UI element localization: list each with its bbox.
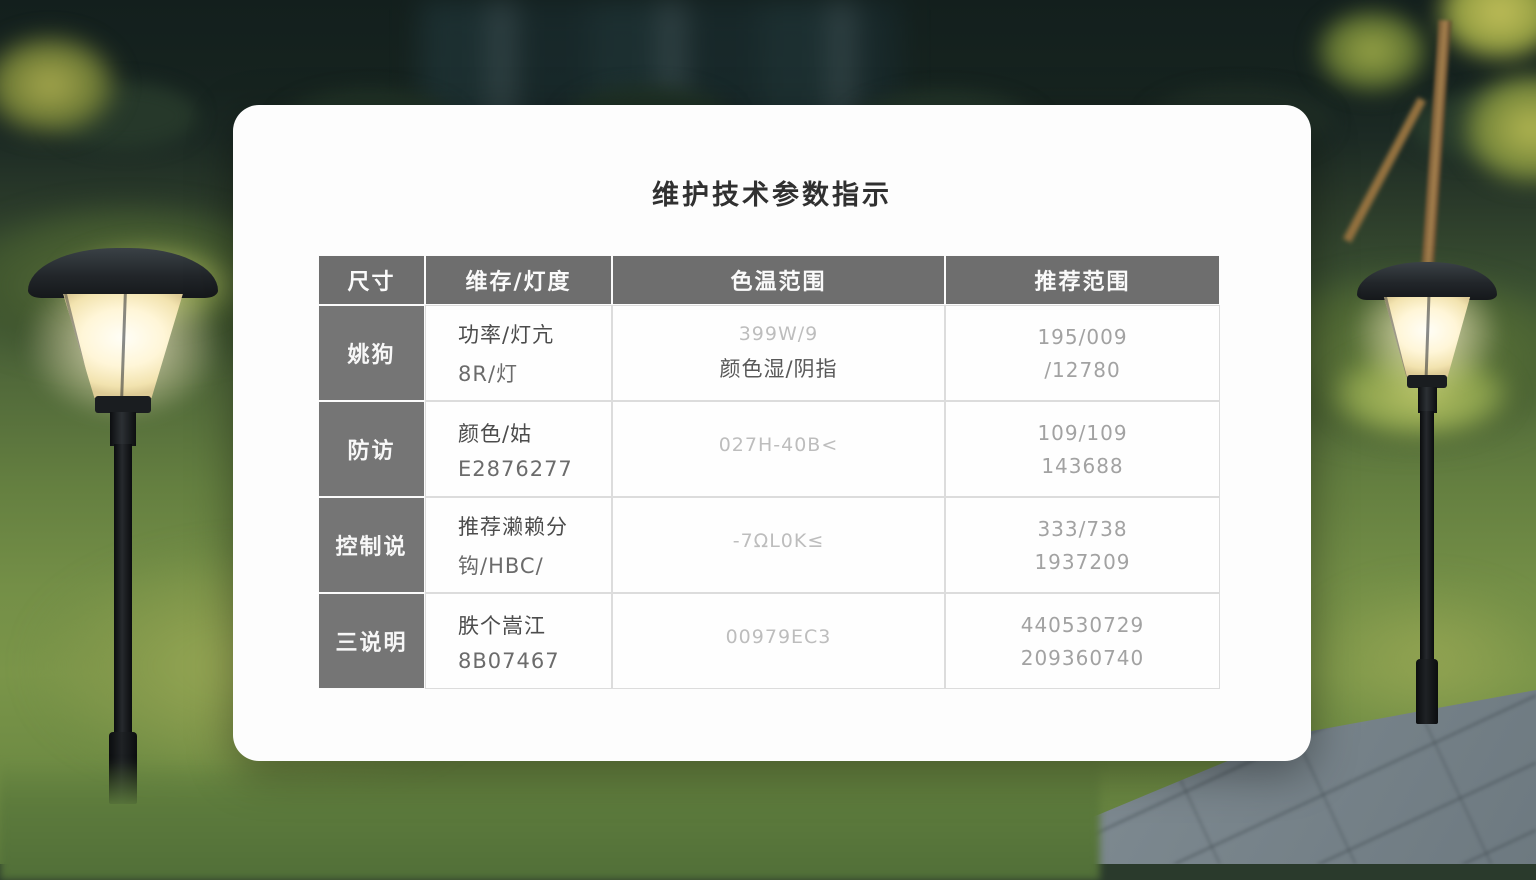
range-line-2: /12780 bbox=[1044, 357, 1121, 382]
row-label: 防访 bbox=[318, 401, 425, 497]
lamp-neck bbox=[1407, 375, 1447, 388]
temp-line-1: -7ΩL0K≤ bbox=[732, 530, 825, 552]
spec-cell: 功率/灯亢 8R/灯 bbox=[425, 305, 612, 401]
spec-table: 尺寸 维存/灯度 色温范围 推荐范围 姚狗 功率/灯亢 8R/灯 399W/9 … bbox=[318, 255, 1220, 689]
range-line-1: 333/738 bbox=[1037, 516, 1128, 541]
table-header-row: 尺寸 维存/灯度 色温范围 推荐范围 bbox=[318, 255, 1220, 305]
header-color-temp-range: 色温范围 bbox=[612, 255, 945, 305]
range-line-1: 109/109 bbox=[1037, 420, 1128, 445]
lamp-collar bbox=[110, 412, 136, 446]
spec-line-2: E2876277 bbox=[458, 456, 573, 481]
temp-cell: -7ΩL0K≤ bbox=[612, 497, 945, 593]
spec-line-2: 8B07467 bbox=[458, 648, 560, 673]
temp-cell: 00979EC3 bbox=[612, 593, 945, 689]
row-label: 姚狗 bbox=[318, 305, 425, 401]
foreground-grass bbox=[0, 760, 1100, 880]
table-row: 防访 颜色/姑 E2876277 027H-40B< 109/109 14368… bbox=[318, 401, 1220, 497]
garden-lamp-left bbox=[0, 233, 263, 804]
header-recommended-range: 推荐范围 bbox=[945, 255, 1220, 305]
temp-cell: 399W/9 颜色湿/阴指 bbox=[612, 305, 945, 401]
temp-line-2: 颜色湿/阴指 bbox=[719, 357, 838, 381]
temp-cell: 027H-40B< bbox=[612, 401, 945, 497]
lamp-base bbox=[1416, 659, 1438, 724]
spec-line-1: 胅个嵩江 bbox=[458, 613, 546, 638]
lamp-neck bbox=[95, 396, 151, 413]
row-label: 控制说 bbox=[318, 497, 425, 593]
lit-foliage-top-left bbox=[0, 10, 170, 160]
spec-line-1: 功率/灯亢 bbox=[458, 322, 555, 347]
temp-line-1: 399W/9 bbox=[738, 323, 819, 345]
spec-cell: 颜色/姑 E2876277 bbox=[425, 401, 612, 497]
header-size: 尺寸 bbox=[318, 255, 425, 305]
spec-line-2: 8R/灯 bbox=[458, 361, 519, 386]
spec-line-1: 推荐濑赖分 bbox=[458, 514, 568, 539]
range-line-1: 440530729 bbox=[1020, 612, 1145, 637]
row-label: 三说明 bbox=[318, 593, 425, 689]
garden-lamp-right bbox=[1322, 247, 1532, 767]
temp-line-1: 027H-40B< bbox=[718, 434, 839, 456]
spec-line-1: 颜色/姑 bbox=[458, 421, 533, 446]
table-row: 控制说 推荐濑赖分 钩/HBC/ -7ΩL0K≤ 333/738 1937209 bbox=[318, 497, 1220, 593]
table-row: 三说明 胅个嵩江 8B07467 00979EC3 440530729 2093… bbox=[318, 593, 1220, 689]
range-cell: 440530729 209360740 bbox=[945, 593, 1220, 689]
table-row: 姚狗 功率/灯亢 8R/灯 399W/9 颜色湿/阴指 195/009 /127… bbox=[318, 305, 1220, 401]
range-line-2: 209360740 bbox=[1020, 645, 1145, 670]
range-cell: 109/109 143688 bbox=[945, 401, 1220, 497]
spec-cell: 推荐濑赖分 钩/HBC/ bbox=[425, 497, 612, 593]
header-maintain-brightness: 维存/灯度 bbox=[425, 255, 612, 305]
temp-line-1: 00979EC3 bbox=[725, 626, 832, 648]
spec-cell: 胅个嵩江 8B07467 bbox=[425, 593, 612, 689]
lamp-collar bbox=[1418, 387, 1437, 413]
range-line-1: 195/009 bbox=[1037, 324, 1128, 349]
card-title: 维护技术参数指示 bbox=[652, 180, 892, 211]
lamp-pole bbox=[114, 444, 132, 734]
range-cell: 333/738 1937209 bbox=[945, 497, 1220, 593]
spec-line-2: 钩/HBC/ bbox=[458, 553, 544, 578]
spec-card: 维护技术参数指示 尺寸 维存/灯度 色温范围 推荐范围 姚狗 功率/灯亢 8R/… bbox=[233, 105, 1311, 761]
range-cell: 195/009 /12780 bbox=[945, 305, 1220, 401]
range-line-2: 1937209 bbox=[1034, 549, 1131, 574]
range-line-2: 143688 bbox=[1041, 453, 1124, 478]
lamp-pole bbox=[1420, 411, 1434, 661]
